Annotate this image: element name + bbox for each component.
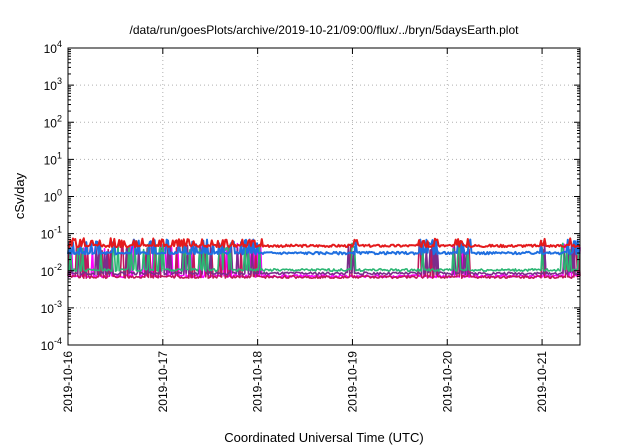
y-tick-label: 104 bbox=[44, 39, 62, 56]
y-tick-label: 10-3 bbox=[41, 299, 62, 316]
x-tick-label: 2019-10-20 bbox=[440, 351, 454, 413]
x-tick-label: 2019-10-18 bbox=[251, 351, 265, 413]
x-tick-label: 2019-10-17 bbox=[156, 351, 170, 413]
y-tick-label: 10-2 bbox=[41, 262, 62, 279]
x-tick-label: 2019-10-16 bbox=[61, 351, 75, 413]
series-line bbox=[67, 244, 581, 280]
y-tick-label: 100 bbox=[44, 188, 62, 205]
y-axis: 10-4 10-3 10-2 10-1 100 101 102 103 104 bbox=[41, 39, 580, 353]
series-line bbox=[67, 244, 581, 276]
x-axis-title: Coordinated Universal Time (UTC) bbox=[224, 430, 423, 445]
x-tick-label: 2019-10-19 bbox=[345, 351, 359, 413]
series-layer bbox=[67, 237, 581, 280]
series-line bbox=[67, 238, 581, 256]
y-tick-label: 103 bbox=[44, 76, 62, 93]
y-tick-label: 102 bbox=[44, 113, 62, 130]
y-tick-label: 101 bbox=[44, 150, 62, 167]
y-tick-label: 10-4 bbox=[41, 336, 62, 353]
x-axis: 2019-10-16 2019-10-17 2019-10-18 2019-10-19… bbox=[61, 48, 549, 412]
series-line bbox=[67, 237, 581, 249]
y-axis-title: cSv/day bbox=[12, 172, 27, 219]
chart-title: /data/run/goesPlots/archive/2019-10-21/0… bbox=[130, 23, 520, 37]
y-tick-label: 10-1 bbox=[41, 225, 62, 242]
x-tick-label: 2019-10-21 bbox=[535, 351, 549, 413]
grid bbox=[68, 48, 580, 345]
series-line bbox=[67, 242, 581, 273]
